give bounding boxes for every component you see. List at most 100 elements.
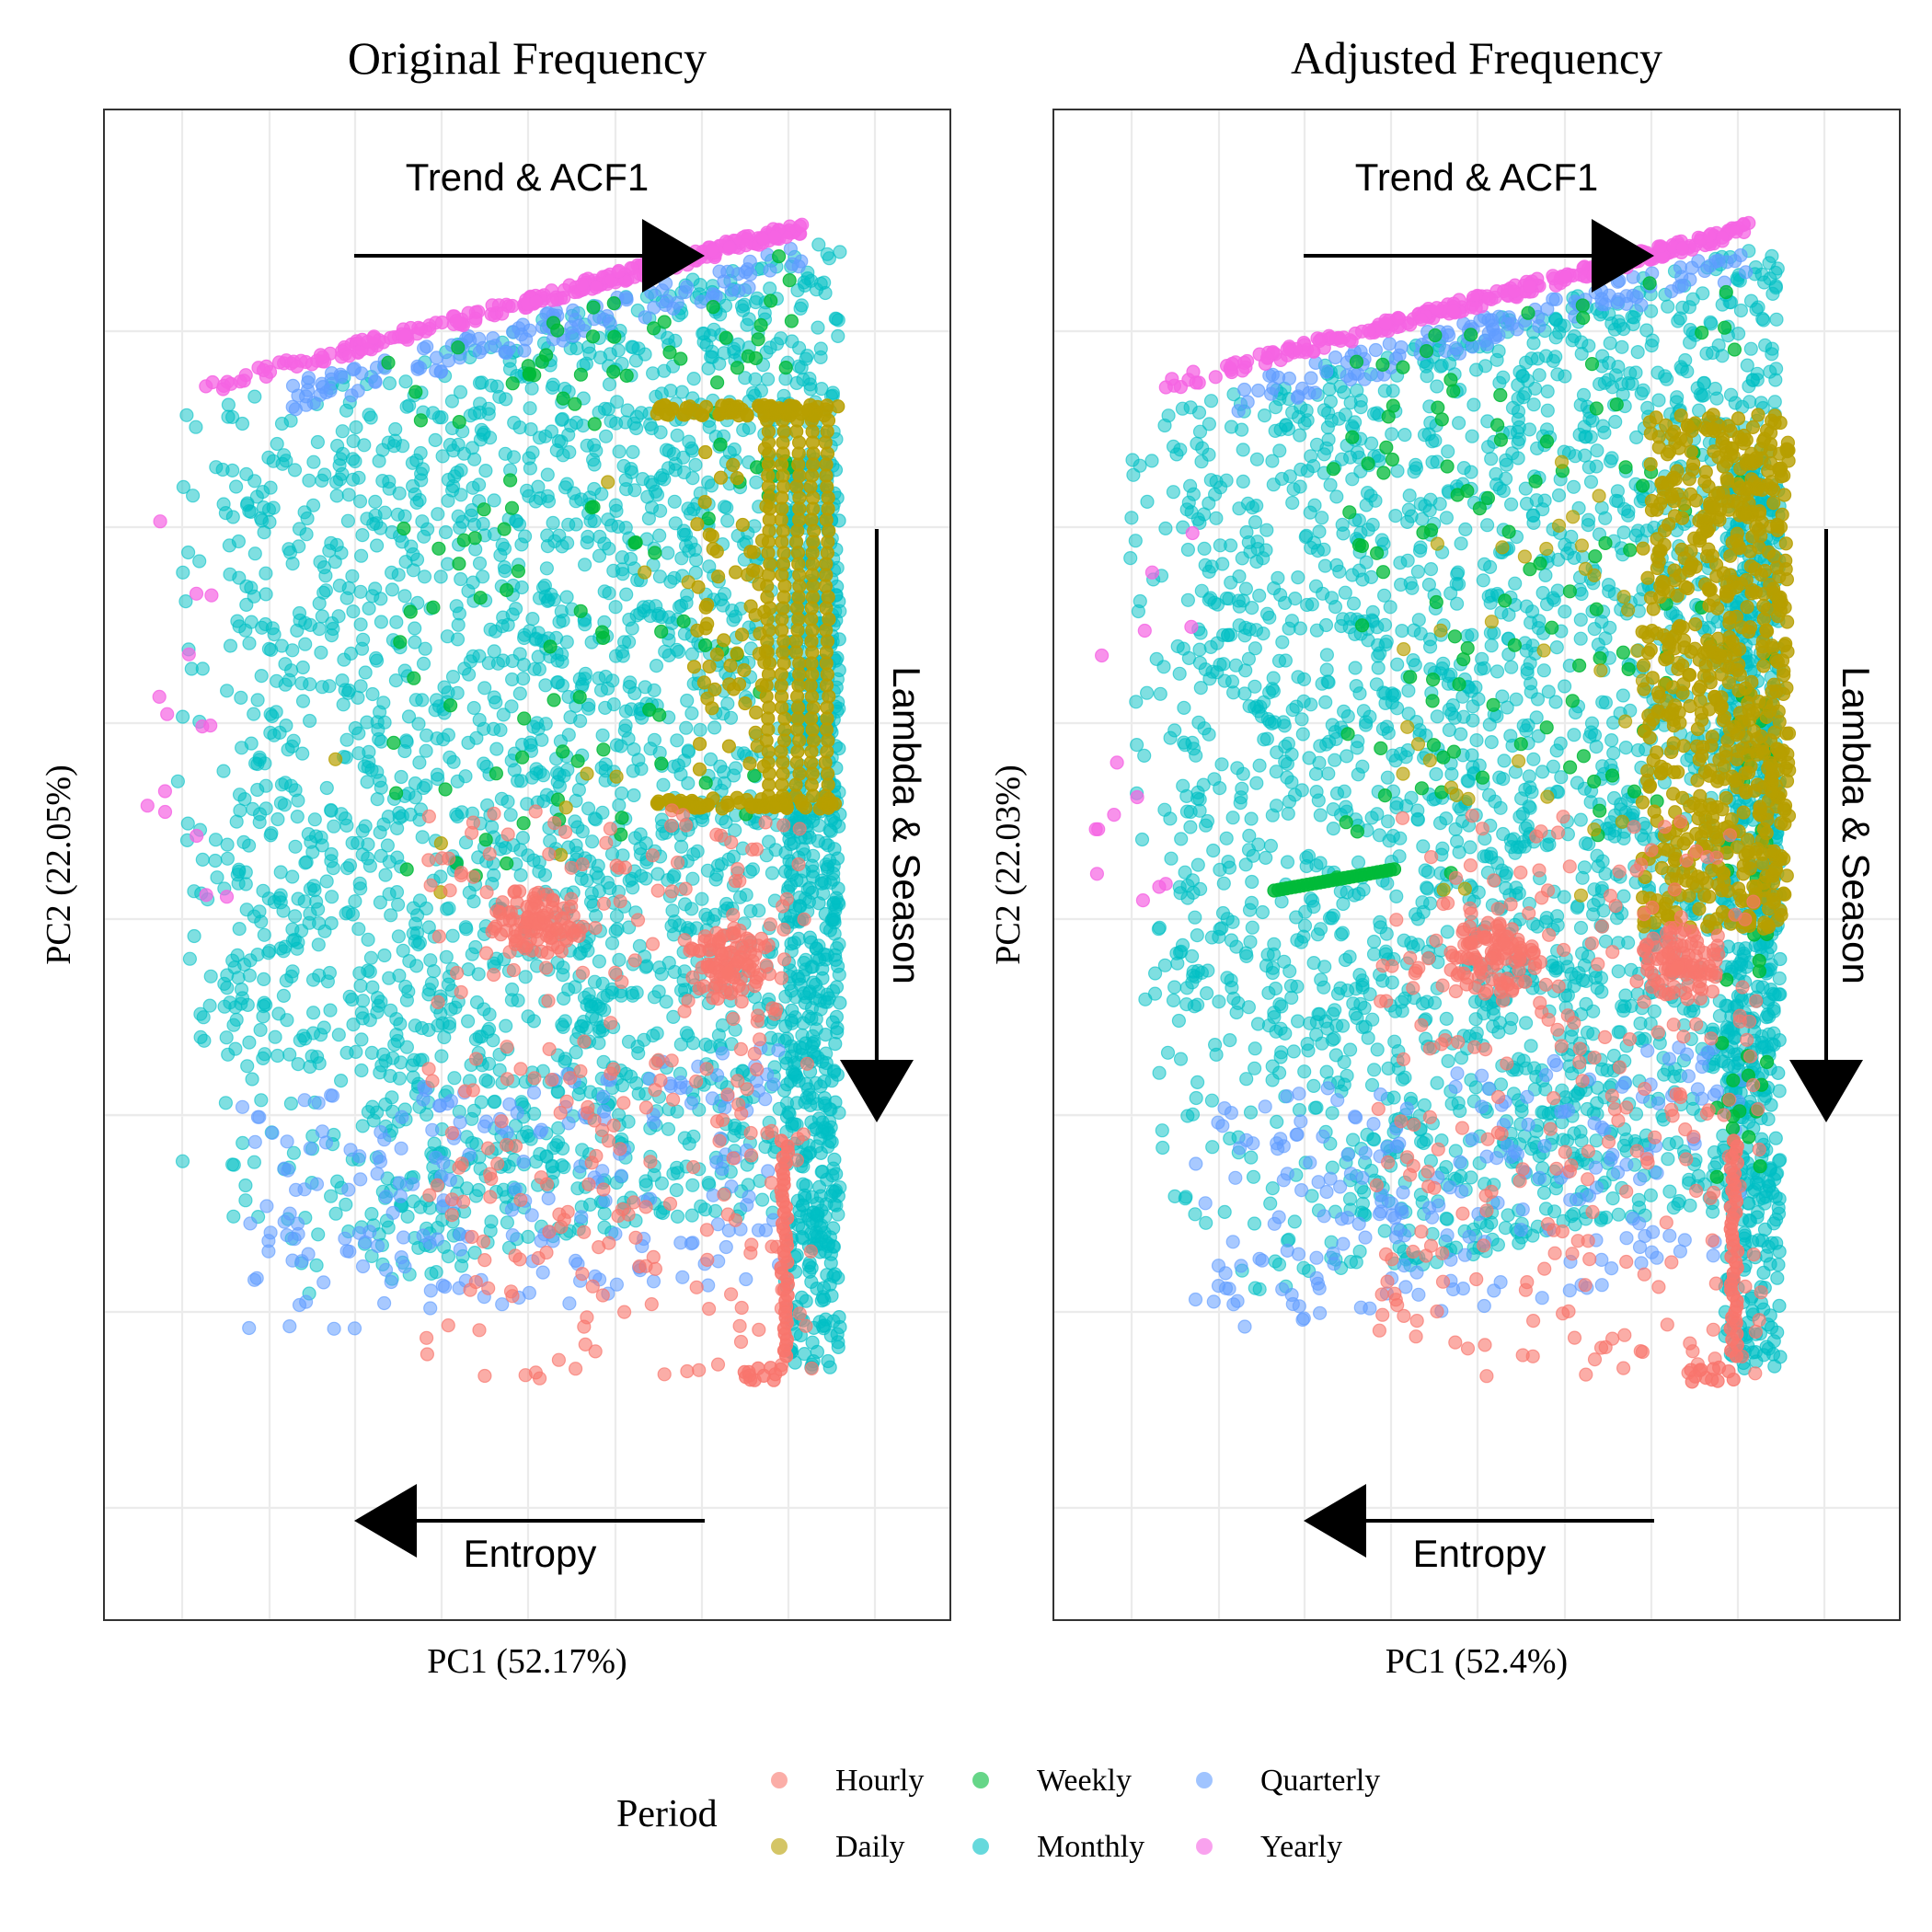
point-daily xyxy=(782,408,798,423)
point-monthly xyxy=(220,837,235,852)
point-monthly xyxy=(627,483,642,498)
point-monthly xyxy=(409,959,424,973)
point-quarterly xyxy=(763,263,777,278)
point-hourly xyxy=(742,933,757,948)
point-monthly xyxy=(349,420,363,435)
point-monthly xyxy=(1197,541,1212,557)
point-monthly xyxy=(335,424,350,439)
point-monthly xyxy=(504,982,520,997)
point-weekly xyxy=(408,385,423,399)
point-hourly xyxy=(480,1141,496,1156)
point-hourly xyxy=(645,937,661,951)
point-monthly xyxy=(669,1182,684,1198)
point-monthly xyxy=(626,764,640,778)
point-yearly xyxy=(157,804,173,820)
point-yearly xyxy=(199,888,213,903)
point-hourly xyxy=(541,994,556,1008)
point-monthly xyxy=(236,1135,250,1151)
point-weekly xyxy=(782,273,797,288)
point-monthly xyxy=(514,580,529,595)
point-monthly xyxy=(408,621,422,636)
point-monthly xyxy=(1558,604,1572,619)
point-hourly xyxy=(557,1213,571,1227)
point-monthly xyxy=(291,891,305,906)
point-weekly xyxy=(654,624,669,639)
point-monthly xyxy=(469,730,484,745)
point-monthly xyxy=(703,752,719,767)
point-monthly xyxy=(306,879,321,893)
point-quarterly xyxy=(247,1134,262,1149)
point-monthly xyxy=(632,938,648,953)
point-hourly xyxy=(717,1187,731,1202)
point-monthly xyxy=(1137,748,1152,764)
point-monthly xyxy=(624,702,638,717)
point-monthly xyxy=(474,1095,489,1110)
point-monthly xyxy=(370,765,385,779)
point-hourly xyxy=(527,1071,542,1086)
point-quarterly xyxy=(410,359,425,374)
point-quarterly xyxy=(526,1085,542,1100)
point-daily xyxy=(742,756,757,771)
point-daily xyxy=(759,499,774,513)
point-monthly xyxy=(345,992,360,1007)
point-monthly xyxy=(208,833,224,847)
point-quarterly xyxy=(370,1167,385,1181)
point-monthly xyxy=(604,518,619,533)
point-monthly xyxy=(376,1047,391,1062)
point-quarterly xyxy=(471,331,487,346)
point-hourly xyxy=(728,873,743,889)
point-monthly xyxy=(552,767,567,782)
point-monthly xyxy=(436,732,451,747)
point-quarterly xyxy=(742,280,756,294)
point-monthly xyxy=(378,868,393,882)
point-monthly xyxy=(459,1130,474,1144)
point-monthly xyxy=(358,665,373,680)
point-quarterly xyxy=(715,1161,730,1177)
point-quarterly xyxy=(761,1164,776,1179)
point-monthly xyxy=(411,717,426,731)
point-monthly xyxy=(193,1029,208,1045)
point-quarterly xyxy=(500,345,514,361)
point-quarterly xyxy=(679,280,695,294)
point-monthly xyxy=(796,372,811,387)
point-monthly xyxy=(354,1032,369,1047)
point-monthly xyxy=(238,623,253,638)
point-monthly xyxy=(540,467,555,482)
point-daily xyxy=(731,677,747,692)
point-monthly xyxy=(345,569,360,583)
point-monthly xyxy=(815,971,830,985)
point-monthly xyxy=(618,415,633,430)
point-monthly xyxy=(661,546,675,560)
point-monthly xyxy=(415,693,430,707)
point-weekly xyxy=(572,690,587,705)
point-monthly xyxy=(1319,648,1335,662)
point-monthly xyxy=(559,590,574,604)
point-hourly xyxy=(421,1062,436,1076)
point-weekly xyxy=(606,296,621,311)
point-quarterly xyxy=(758,1223,774,1237)
point-monthly xyxy=(406,478,420,494)
point-hourly xyxy=(500,827,515,842)
point-monthly xyxy=(408,934,422,949)
point-monthly xyxy=(389,615,404,629)
point-monthly xyxy=(288,839,303,854)
point-monthly xyxy=(242,1035,257,1050)
point-quarterly xyxy=(306,396,321,410)
point-quarterly xyxy=(316,380,330,395)
point-monthly xyxy=(688,553,704,568)
point-hourly xyxy=(726,1011,741,1027)
point-monthly xyxy=(625,621,639,636)
point-weekly xyxy=(596,742,611,757)
point-monthly xyxy=(351,746,366,761)
point-quarterly xyxy=(423,1301,438,1316)
point-quarterly xyxy=(425,1122,440,1137)
point-weekly xyxy=(381,355,396,370)
point-daily xyxy=(723,658,738,673)
point-monthly xyxy=(346,472,361,487)
point-monthly xyxy=(696,327,710,341)
point-monthly xyxy=(354,1006,369,1020)
point-monthly xyxy=(680,693,695,708)
point-monthly xyxy=(774,331,788,346)
point-monthly xyxy=(623,675,638,690)
point-quarterly xyxy=(342,1244,357,1259)
